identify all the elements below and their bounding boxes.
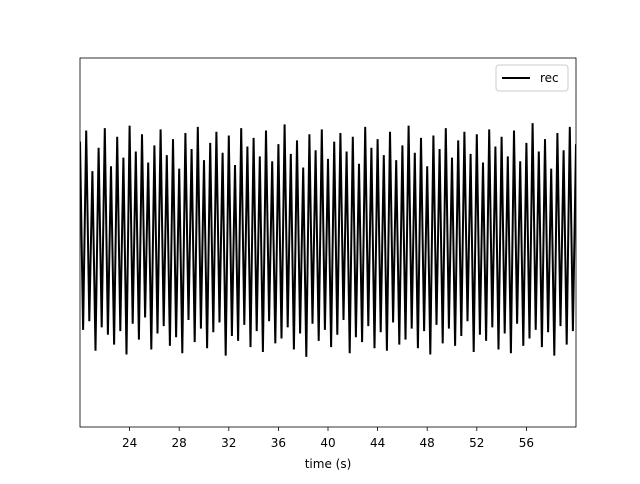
x-tick-label: 40 — [320, 436, 335, 450]
plot-frame — [79, 57, 577, 428]
legend: rec — [495, 64, 569, 92]
x-tick-label: 28 — [172, 436, 187, 450]
data-line — [80, 123, 576, 357]
legend-box — [495, 64, 569, 92]
x-tick-label: 36 — [271, 436, 286, 450]
x-tick-label: 52 — [469, 436, 484, 450]
x-tick-label: 32 — [221, 436, 236, 450]
x-tick-label: 24 — [122, 436, 137, 450]
x-tick-label: 44 — [370, 436, 385, 450]
x-tick-label: 56 — [519, 436, 534, 450]
legend-label: rec — [540, 71, 559, 85]
x-tick-label: 48 — [420, 436, 435, 450]
x-axis-label: time (s) — [305, 457, 352, 471]
